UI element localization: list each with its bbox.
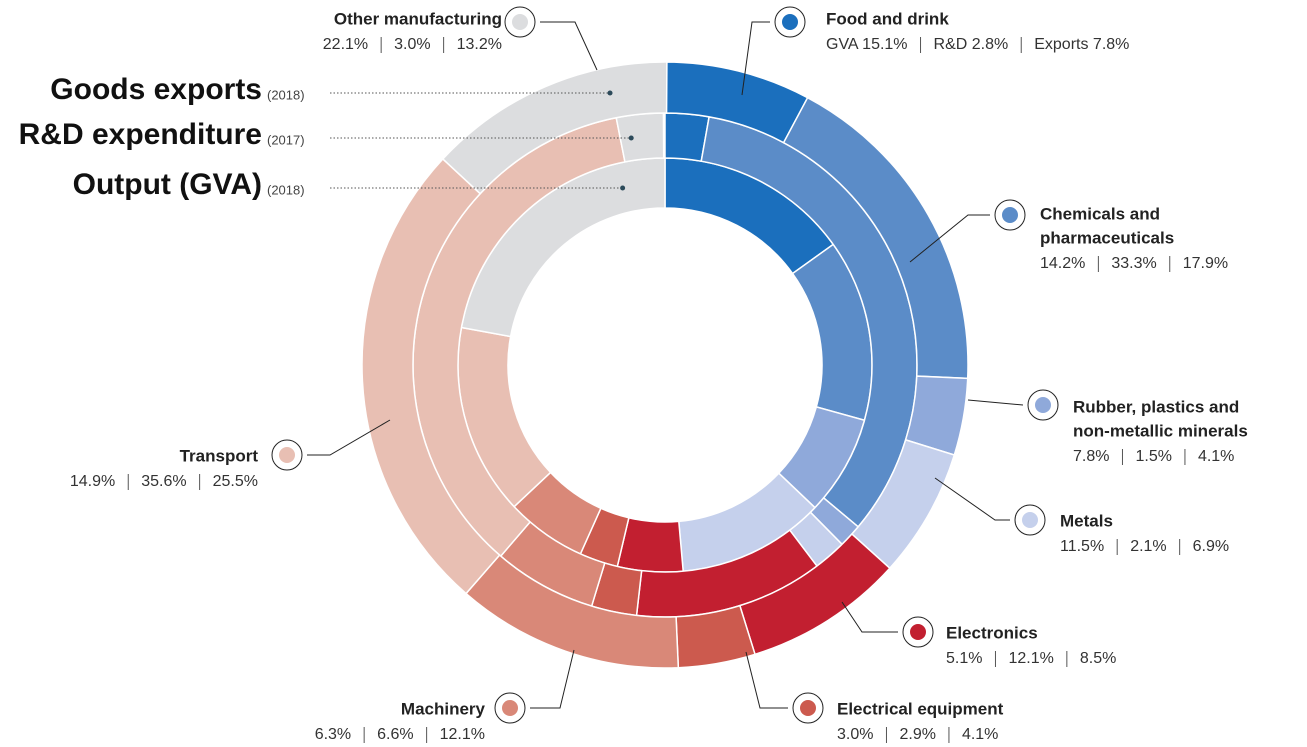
leader — [307, 419, 391, 456]
leader — [540, 21, 598, 71]
value-label: Exports 7.8% — [1034, 36, 1129, 53]
value-label: 3.0% — [394, 36, 430, 53]
value-label: 35.6% — [141, 473, 186, 490]
category-label: Machinery — [401, 699, 486, 718]
value-label: 17.9% — [1183, 255, 1228, 272]
value-label: 2.9% — [899, 726, 935, 743]
category-label: Electrical equipment — [837, 699, 1004, 718]
leader — [530, 649, 575, 709]
value-label: 13.2% — [457, 36, 502, 53]
value-label: 6.6% — [377, 726, 413, 743]
ring-note: (2017) — [267, 132, 305, 147]
value-label: 22.1% — [323, 36, 368, 53]
value-label: 8.5% — [1080, 650, 1116, 667]
leader — [934, 477, 1010, 521]
value-label: GVA 15.1% — [826, 36, 908, 53]
ring-name: R&D expenditure — [19, 118, 262, 151]
icon-inner — [512, 14, 528, 30]
category-label: Rubber, plastics and — [1073, 397, 1239, 416]
value-label: 6.3% — [315, 726, 351, 743]
category-label: Electronics — [946, 623, 1038, 642]
category-label: pharmaceuticals — [1040, 228, 1174, 247]
ring-note: (2018) — [267, 182, 305, 197]
category-label: Chemicals and — [1040, 204, 1160, 223]
category-label: non-metallic minerals — [1073, 421, 1248, 440]
leader-dot — [628, 135, 634, 141]
leader-dot — [620, 185, 626, 191]
icon-inner — [1035, 397, 1051, 413]
leader — [745, 651, 788, 709]
value-label: 14.2% — [1040, 255, 1085, 272]
value-label: 33.3% — [1111, 255, 1156, 272]
ring-name: Goods exports — [50, 73, 262, 106]
value-label: 2.1% — [1130, 538, 1166, 555]
category-label: Transport — [180, 446, 259, 465]
ring-name: Output (GVA) — [73, 168, 262, 201]
icon-inner — [782, 14, 798, 30]
ring-note: (2018) — [267, 87, 305, 102]
icon-inner — [1022, 512, 1038, 528]
value-label: 11.5% — [1060, 538, 1104, 555]
icon-inner — [910, 624, 926, 640]
value-label: 1.5% — [1135, 448, 1171, 465]
segment — [615, 112, 665, 163]
icon-inner — [1002, 207, 1018, 223]
value-label: 7.8% — [1073, 448, 1109, 465]
value-label: 14.9% — [70, 473, 115, 490]
leader-dot — [607, 90, 613, 96]
value-label: 4.1% — [962, 726, 998, 743]
leader — [967, 399, 1024, 406]
value-label: 3.0% — [837, 726, 873, 743]
value-label: 6.9% — [1193, 538, 1229, 555]
value-label: 12.1% — [440, 726, 485, 743]
icon-inner — [502, 700, 518, 716]
leader — [741, 21, 770, 96]
leader — [841, 601, 898, 633]
value-label: 25.5% — [213, 473, 258, 490]
leader — [909, 214, 990, 263]
value-label: 12.1% — [1008, 650, 1053, 667]
value-label: R&D 2.8% — [934, 36, 1009, 53]
value-label: 5.1% — [946, 650, 982, 667]
category-label: Food and drink — [826, 9, 949, 28]
icon-inner — [800, 700, 816, 716]
icon-inner — [279, 447, 295, 463]
category-label: Other manufacturing — [334, 9, 502, 28]
value-label: 4.1% — [1198, 448, 1234, 465]
category-label: Metals — [1060, 511, 1113, 530]
